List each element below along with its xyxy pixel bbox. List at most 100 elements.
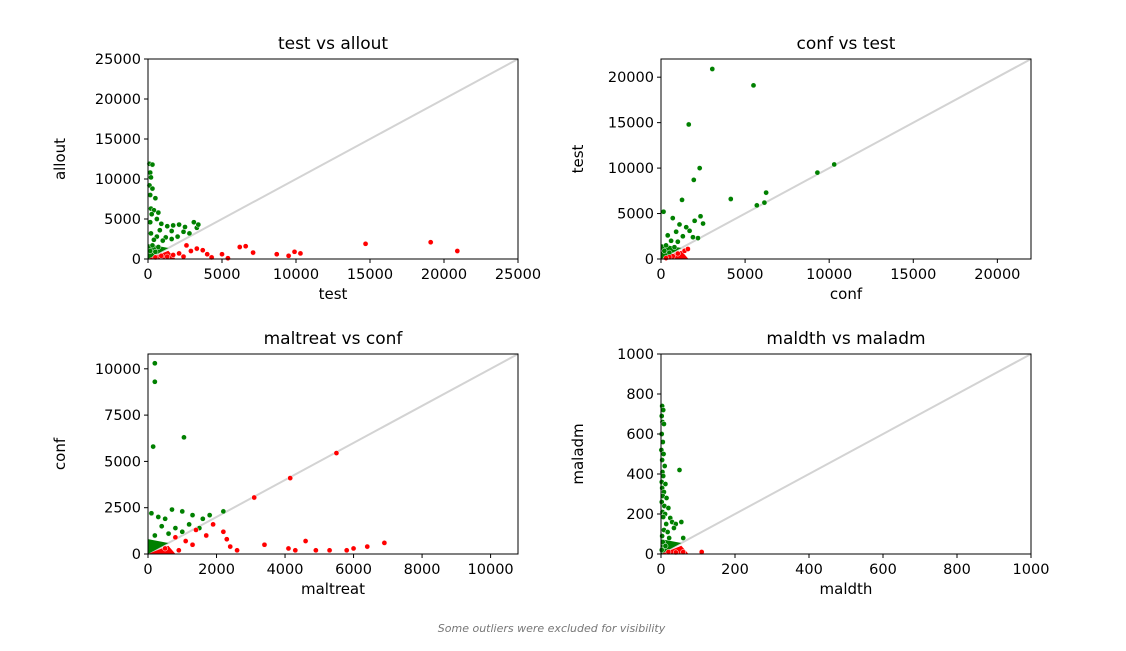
data-point <box>662 481 669 487</box>
data-point <box>658 499 665 505</box>
data-point <box>664 529 671 535</box>
data-point <box>223 536 230 543</box>
data-point <box>659 533 665 539</box>
data-point <box>662 543 669 549</box>
data-point <box>685 121 692 128</box>
data-point <box>189 541 196 548</box>
y-tick-label: 7500 <box>104 408 141 424</box>
data-point <box>172 534 179 541</box>
data-point <box>663 255 669 261</box>
data-point <box>685 246 691 252</box>
axes-frame <box>147 58 519 260</box>
y-axis-label: conf <box>51 437 69 470</box>
data-point <box>199 515 206 522</box>
data-point <box>179 528 186 535</box>
axes-frame <box>147 353 519 555</box>
y-axis-label: maladm <box>569 423 587 484</box>
data-point <box>660 539 666 545</box>
data-point <box>750 82 757 89</box>
axes-frame <box>660 353 1032 555</box>
data-point <box>158 252 165 259</box>
data-point <box>665 505 672 511</box>
data-point <box>179 508 186 515</box>
y-tick-label: 800 <box>626 387 654 403</box>
data-point <box>680 549 687 555</box>
data-point <box>669 215 676 221</box>
x-axis-label: test <box>319 285 348 303</box>
data-point <box>381 540 388 546</box>
data-point <box>709 66 716 72</box>
data-point <box>690 234 696 241</box>
reference-line <box>147 58 519 260</box>
data-point <box>149 185 156 192</box>
data-point <box>186 521 192 528</box>
data-point <box>234 547 240 554</box>
dense-cluster-below <box>148 545 176 554</box>
x-axis-label: conf <box>830 285 863 303</box>
x-tick-label: 1000 <box>1013 562 1050 578</box>
data-point <box>763 189 769 196</box>
data-point <box>285 252 292 259</box>
data-point <box>183 242 190 249</box>
data-point <box>189 512 196 518</box>
data-point <box>661 247 668 254</box>
data-point <box>188 248 194 254</box>
reference-line <box>147 353 519 555</box>
data-point <box>162 515 168 522</box>
data-point <box>364 543 371 550</box>
data-point <box>343 547 350 554</box>
x-tick-label: 0 <box>656 267 665 283</box>
data-point <box>250 249 256 256</box>
data-point <box>220 508 227 515</box>
y-tick-label: 0 <box>645 547 654 563</box>
data-point <box>169 506 175 513</box>
data-point <box>658 413 665 419</box>
data-point <box>674 238 681 245</box>
data-point <box>273 251 280 258</box>
data-point <box>680 535 687 541</box>
reference-line <box>660 58 1032 260</box>
subplot-4: 0 200 400 600 800 1000 0 200 400 600 800 1000 maldth… <box>569 329 1049 598</box>
data-point <box>220 528 227 535</box>
data-point <box>660 208 667 215</box>
data-point <box>174 233 181 240</box>
data-point <box>181 434 187 441</box>
data-point <box>676 467 683 473</box>
data-point <box>186 230 193 237</box>
y-tick-label: 20000 <box>608 70 654 86</box>
x-tick-label: 0 <box>656 562 665 578</box>
data-point <box>697 213 704 220</box>
data-point <box>195 221 202 228</box>
data-point <box>686 227 693 234</box>
data-point <box>164 253 171 260</box>
data-point <box>661 421 667 427</box>
data-point <box>814 169 821 176</box>
data-point <box>291 248 298 255</box>
x-tick-label: 5000 <box>204 267 241 283</box>
x-tick-label: 10000 <box>273 267 319 283</box>
y-tick-label: 0 <box>132 252 141 268</box>
data-point <box>156 227 163 234</box>
data-point <box>673 228 679 235</box>
data-point <box>191 219 197 226</box>
data-point <box>155 244 162 250</box>
data-point <box>690 177 697 183</box>
data-point <box>206 512 213 518</box>
data-point <box>182 224 188 230</box>
data-point <box>170 222 177 229</box>
x-tick-label: 10000 <box>468 562 514 578</box>
y-tick-label: 10000 <box>95 362 141 378</box>
data-point <box>210 521 216 528</box>
x-tick-label: 5000 <box>727 267 764 283</box>
data-point <box>287 475 294 481</box>
data-point <box>333 450 340 456</box>
y-tick-label: 1000 <box>617 347 654 363</box>
data-point <box>193 527 199 533</box>
x-tick-label: 600 <box>869 562 897 578</box>
y-tick-label: 0 <box>132 547 141 563</box>
x-tick-label: 6000 <box>335 562 372 578</box>
data-point <box>659 457 665 463</box>
data-point <box>454 248 461 254</box>
subplot-2: 0 5000 10000 15000 20000 0 5000 10000 15000 20000… <box>569 34 1032 303</box>
